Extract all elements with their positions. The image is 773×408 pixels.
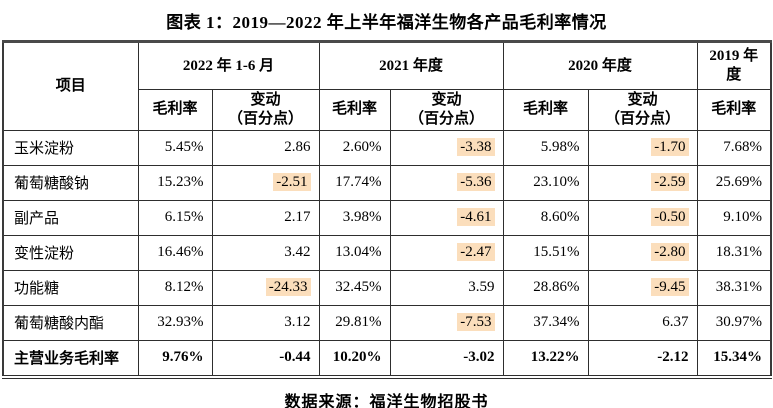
cell-value: 25.69% [696, 164, 772, 201]
header-row-metrics: 毛利率 变动 （百分点） 毛利率 变动 （百分点） 毛利率 变动 （百分点） 毛… [3, 89, 772, 131]
col-header-2022h1: 2022 年 1-6 月 [137, 41, 320, 90]
col-header-2022h1-margin: 毛利率 [137, 89, 213, 131]
cell-value: 8.12% [137, 269, 213, 306]
cell-value: 3.98% [318, 199, 391, 236]
row-label: 副产品 [2, 199, 139, 236]
figure-title: 图表 1：2019—2022 年上半年福洋生物各产品毛利率情况 [166, 13, 607, 32]
row-label: 葡萄糖酸钠 [2, 164, 139, 201]
cell-value: 7.68% [696, 129, 772, 166]
table-row-glucono-delta-lactone: 葡萄糖酸内酯 32.93% 3.12 29.81% -7.53 37.34% 6… [2, 304, 772, 341]
cell-value: -2.51 [211, 164, 320, 201]
cell-value: 32.93% [137, 304, 213, 341]
negative-highlight: -0.50 [651, 208, 689, 226]
cell-value: 15.23% [137, 164, 213, 201]
cell-value: -7.53 [389, 304, 504, 341]
row-label: 变性淀粉 [2, 234, 139, 271]
cell-value: 9.76% [137, 339, 213, 378]
cell-value: -0.44 [211, 339, 320, 378]
cell-value: 16.46% [137, 234, 213, 271]
cell-value: -1.70 [587, 129, 698, 166]
cell-value: -0.50 [587, 199, 698, 236]
table-row-byproducts: 副产品 6.15% 2.17 3.98% -4.61 8.60% -0.50 9… [2, 199, 772, 236]
cell-value: 18.31% [696, 234, 772, 271]
negative-highlight: -2.80 [651, 243, 689, 261]
cell-value: -3.38 [389, 129, 504, 166]
header-row-periods: 项目 2022 年 1-6 月 2021 年度 2020 年度 2019 年 度 [2, 41, 772, 131]
cell-value: 23.10% [502, 164, 589, 201]
row-label: 葡萄糖酸内酯 [2, 304, 139, 341]
negative-highlight: -7.53 [457, 313, 495, 331]
cell-value: -5.36 [389, 164, 504, 201]
cell-value: 5.45% [137, 129, 213, 166]
cell-value: 38.31% [696, 269, 772, 306]
cell-value: -2.80 [587, 234, 698, 271]
cell-value: 2.86 [211, 129, 320, 166]
col-header-2019-margin: 毛利率 [696, 89, 772, 131]
cell-value: 3.12 [211, 304, 320, 341]
cell-value: 32.45% [318, 269, 391, 306]
cell-value: 13.22% [502, 339, 589, 378]
table-row-corn-starch: 玉米淀粉 5.45% 2.86 2.60% -3.38 5.98% -1.70 … [2, 129, 772, 166]
cell-value: 37.34% [502, 304, 589, 341]
cell-value: 3.59 [389, 269, 504, 306]
table-row-modified-starch: 变性淀粉 16.46% 3.42 13.04% -2.47 15.51% -2.… [2, 234, 772, 271]
row-label: 功能糖 [2, 269, 139, 306]
table-row-main-business-total: 主营业务毛利率 9.76% -0.44 10.20% -3.02 13.22% … [2, 339, 772, 378]
col-header-2019: 2019 年 度 [696, 41, 772, 90]
col-header-2020-margin: 毛利率 [502, 89, 589, 131]
negative-highlight: -2.59 [651, 173, 689, 191]
col-header-2020-change: 变动 （百分点） [587, 89, 698, 131]
negative-highlight: -2.51 [273, 173, 311, 191]
negative-highlight: -2.47 [457, 243, 495, 261]
gross-margin-table: 项目 2022 年 1-6 月 2021 年度 2020 年度 2019 年 度… [2, 40, 773, 379]
data-source-caption: 数据来源：福洋生物招股书 [284, 394, 489, 408]
cell-value: 13.04% [318, 234, 391, 271]
cell-value: -4.61 [389, 199, 504, 236]
cell-value: -24.33 [211, 269, 320, 306]
cell-value: 5.98% [502, 129, 589, 166]
col-header-2021-margin: 毛利率 [318, 89, 391, 131]
cell-value: 10.20% [318, 339, 391, 378]
negative-highlight: -24.33 [265, 278, 311, 296]
cell-value: 17.74% [318, 164, 391, 201]
negative-highlight: -4.61 [457, 208, 495, 226]
col-header-2021: 2021 年度 [318, 41, 504, 90]
cell-value: 2.60% [318, 129, 391, 166]
cell-value: -3.02 [389, 339, 504, 378]
cell-value: 6.37 [587, 304, 698, 341]
cell-value: 3.42 [211, 234, 320, 271]
negative-highlight: -9.45 [651, 278, 689, 296]
cell-value: 29.81% [318, 304, 391, 341]
cell-value: 9.10% [696, 199, 772, 236]
table-row-sodium-gluconate: 葡萄糖酸钠 15.23% -2.51 17.74% -5.36 23.10% -… [2, 164, 772, 201]
cell-value: -2.47 [389, 234, 504, 271]
col-header-item: 项目 [2, 41, 139, 131]
negative-highlight: -5.36 [457, 173, 495, 191]
cell-value: 2.17 [211, 199, 320, 236]
col-header-2022h1-change: 变动 （百分点） [211, 89, 320, 131]
cell-value: 30.97% [696, 304, 772, 341]
cell-value: 15.51% [502, 234, 589, 271]
cell-value: -2.12 [587, 339, 698, 378]
cell-value: 8.60% [502, 199, 589, 236]
cell-value: 28.86% [502, 269, 589, 306]
cell-value: -9.45 [587, 269, 698, 306]
cell-value: -2.59 [587, 164, 698, 201]
row-label: 玉米淀粉 [2, 129, 139, 166]
cell-value: 6.15% [137, 199, 213, 236]
col-header-2020: 2020 年度 [502, 41, 698, 90]
negative-highlight: -3.38 [457, 138, 495, 156]
negative-highlight: -1.70 [651, 138, 689, 156]
cell-value: 15.34% [696, 339, 772, 378]
col-header-2021-change: 变动 （百分点） [389, 89, 504, 131]
row-label: 主营业务毛利率 [2, 339, 139, 378]
table-row-functional-sugar: 功能糖 8.12% -24.33 32.45% 3.59 28.86% -9.4… [2, 269, 772, 306]
